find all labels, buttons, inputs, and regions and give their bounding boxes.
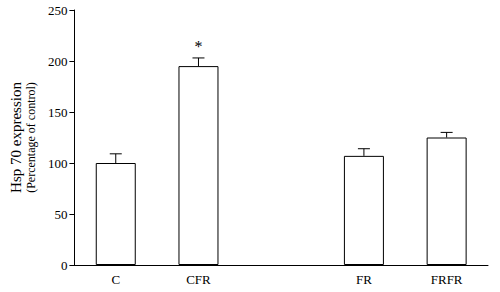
svg-text:(Percentage of control): (Percentage of control) <box>24 82 38 193</box>
svg-text:CFR: CFR <box>186 272 211 287</box>
svg-text:0: 0 <box>61 258 68 273</box>
svg-text:C: C <box>111 272 120 287</box>
svg-text:250: 250 <box>48 3 68 18</box>
svg-text:50: 50 <box>54 207 67 222</box>
svg-text:FR: FR <box>356 272 372 287</box>
svg-text:*: * <box>194 38 202 55</box>
svg-text:FRFR: FRFR <box>431 272 463 287</box>
svg-text:150: 150 <box>48 105 68 120</box>
svg-text:200: 200 <box>48 54 68 69</box>
svg-text:Hsp 70 expression: Hsp 70 expression <box>8 82 24 193</box>
svg-text:100: 100 <box>48 156 68 171</box>
